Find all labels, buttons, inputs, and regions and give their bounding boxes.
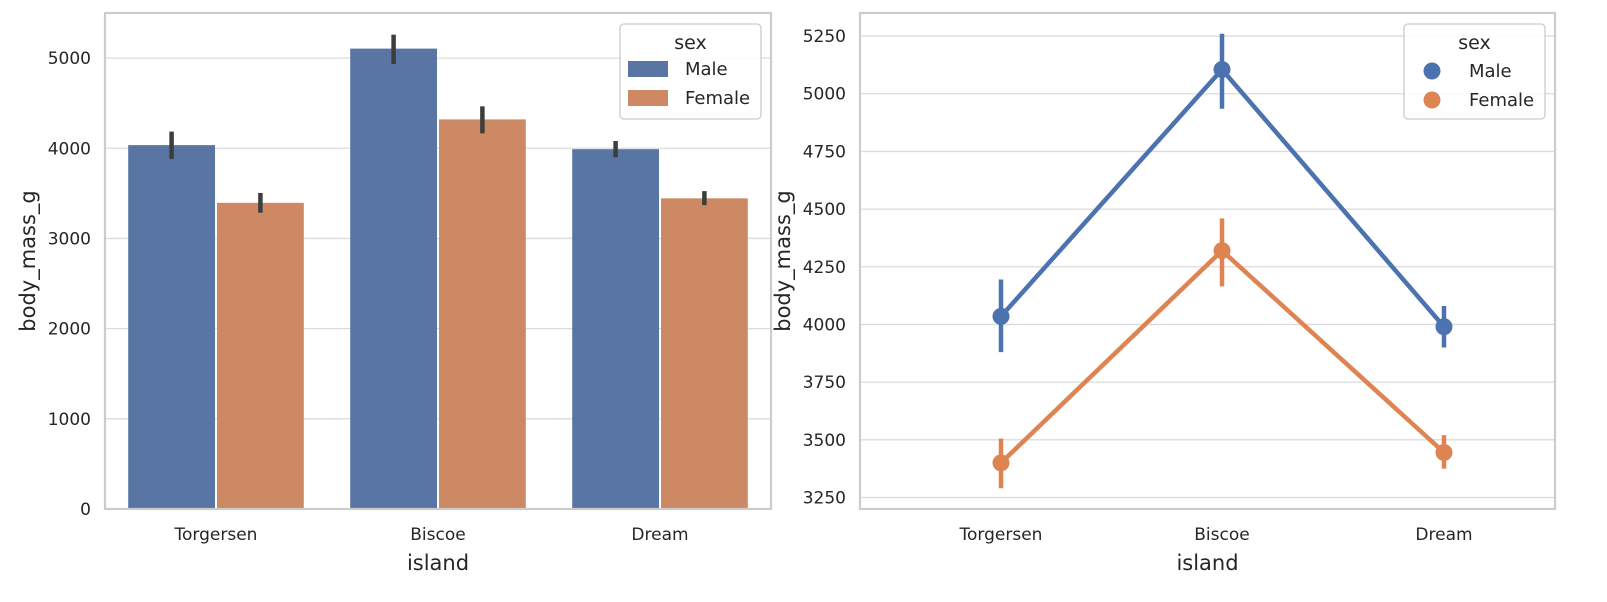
x-tick-label: Biscoe [1194,525,1249,545]
x-tick-label: Torgersen [174,525,258,545]
point-male-dream [1435,318,1453,336]
y-tick-label: 2000 [48,320,91,340]
legend-swatch-female [628,90,668,106]
y-tick-label: 4250 [803,258,846,278]
legend-title: sex [1458,32,1491,54]
y-axis-label: body_mass_g [771,190,796,331]
legend-label: Female [685,88,750,109]
y-tick-label: 4500 [803,200,846,220]
y-tick-label: 3500 [803,431,846,451]
y-tick-label: 3750 [803,373,846,393]
y-tick-label: 5000 [803,85,846,105]
bar-male-dream [572,149,659,509]
legend-marker-male [1423,62,1441,80]
y-tick-label: 5000 [48,49,91,69]
bar-chart-panel: 0 1000 2000 3000 4000 5000 Torgersen Biscoe Drea… [16,11,773,575]
point-chart-panel: 3250 3500 3750 4000 4250 4500 4750 5000 5250 Torg… [771,11,1557,575]
y-tick-label: 0 [80,500,91,520]
legend-label: Female [1469,90,1534,111]
point-female-dream [1435,443,1453,461]
x-axis-label: island [1176,551,1238,575]
x-tick-label: Torgersen [959,525,1043,545]
y-tick-label: 4750 [803,142,846,162]
y-tick-label: 3250 [803,488,846,508]
legend-swatch-male [628,61,668,77]
y-tick-label: 3000 [48,229,91,249]
legend-title: sex [674,32,707,54]
legend-box [1403,23,1546,120]
y-tick-label: 4000 [48,139,91,159]
legend-label: Male [1469,61,1512,82]
point-female-torgersen [992,454,1010,472]
x-tick-label: Dream [1415,525,1472,545]
bar-female-dream [661,198,748,509]
bar-female-biscoe [439,119,526,509]
point-male-torgersen [992,307,1010,325]
x-axis-label: island [407,551,469,575]
x-tick-label: Dream [631,525,688,545]
legend-marker-female [1423,91,1441,109]
axes-frame [858,11,1557,511]
y-tick-label: 5250 [803,27,846,47]
point-female-biscoe [1213,242,1231,260]
y-axis-label: body_mass_g [16,190,41,331]
axes-frame [103,11,773,511]
bar-male-torgersen [128,145,215,509]
y-tick-label: 1000 [48,410,91,430]
bar-female-torgersen [217,202,304,509]
y-tick-label: 4000 [803,315,846,335]
x-tick-label: Biscoe [410,525,465,545]
legend-label: Male [685,59,728,80]
bar-male-biscoe [350,48,437,509]
point-male-biscoe [1213,61,1231,79]
